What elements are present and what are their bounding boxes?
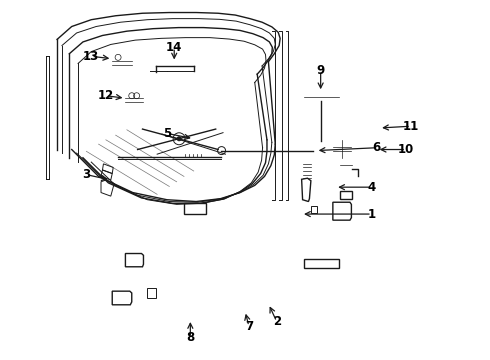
- Text: 13: 13: [83, 50, 99, 63]
- Text: 8: 8: [186, 331, 195, 344]
- Text: 11: 11: [403, 120, 419, 133]
- Text: 6: 6: [373, 141, 381, 154]
- Text: 9: 9: [317, 64, 325, 77]
- Text: 1: 1: [368, 208, 376, 221]
- Text: 5: 5: [163, 127, 171, 140]
- Text: 4: 4: [368, 181, 376, 194]
- Text: 3: 3: [82, 168, 91, 181]
- Text: 14: 14: [166, 41, 182, 54]
- Text: 10: 10: [398, 143, 414, 156]
- Circle shape: [177, 137, 181, 141]
- Text: 2: 2: [272, 315, 281, 328]
- Text: 12: 12: [98, 89, 114, 102]
- Text: 7: 7: [245, 320, 253, 333]
